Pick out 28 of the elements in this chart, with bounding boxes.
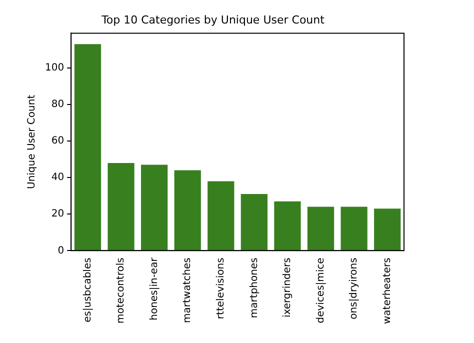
y-axis-title: Unique User Count bbox=[26, 94, 38, 189]
y-tick-label: 0 bbox=[58, 245, 64, 256]
bar bbox=[141, 164, 168, 250]
x-tick-label: hones|in-ear bbox=[148, 256, 160, 320]
x-tick-label: motecontrols bbox=[116, 258, 127, 324]
y-tick-label: 80 bbox=[51, 99, 64, 110]
bar bbox=[374, 208, 401, 250]
bar bbox=[208, 181, 234, 250]
y-tick-label: 40 bbox=[51, 172, 64, 184]
x-tick-label: martphones bbox=[248, 258, 260, 318]
x-tick-label: ixergrinders bbox=[282, 258, 294, 318]
bar bbox=[240, 194, 268, 250]
x-tick-label: devices|mice bbox=[315, 258, 326, 324]
bar bbox=[74, 44, 102, 250]
chart-title: Top 10 Categories by Unique User Count bbox=[100, 13, 326, 26]
x-tick-label: ons|dryirons bbox=[348, 258, 360, 320]
y-tick-label: 20 bbox=[51, 208, 64, 220]
bar bbox=[108, 162, 134, 250]
bar bbox=[174, 170, 201, 250]
y-tick-label: 60 bbox=[51, 136, 64, 147]
bar bbox=[340, 206, 368, 250]
x-tick-label: martwatches bbox=[182, 258, 194, 323]
bar bbox=[307, 206, 334, 250]
y-tick-label: 100 bbox=[44, 62, 64, 74]
x-tick-label: waterheaters bbox=[382, 258, 393, 324]
bar bbox=[274, 201, 301, 250]
x-tick-label: es|usbcables bbox=[82, 258, 94, 322]
x-tick-label: rttelevisions bbox=[215, 258, 226, 320]
